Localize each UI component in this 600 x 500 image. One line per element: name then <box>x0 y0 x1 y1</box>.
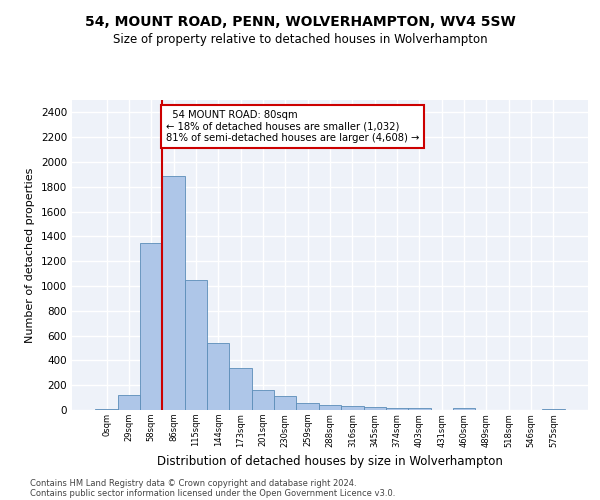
Bar <box>386 408 408 410</box>
Text: Contains public sector information licensed under the Open Government Licence v3: Contains public sector information licen… <box>30 488 395 498</box>
Bar <box>274 396 296 410</box>
Text: 54 MOUNT ROAD: 80sqm
← 18% of detached houses are smaller (1,032)
81% of semi-de: 54 MOUNT ROAD: 80sqm ← 18% of detached h… <box>166 110 419 143</box>
Bar <box>319 405 341 410</box>
Y-axis label: Number of detached properties: Number of detached properties <box>25 168 35 342</box>
Text: 54, MOUNT ROAD, PENN, WOLVERHAMPTON, WV4 5SW: 54, MOUNT ROAD, PENN, WOLVERHAMPTON, WV4… <box>85 15 515 29</box>
Bar <box>95 409 118 410</box>
Text: Contains HM Land Registry data © Crown copyright and database right 2024.: Contains HM Land Registry data © Crown c… <box>30 478 356 488</box>
Bar <box>364 407 386 410</box>
Bar <box>408 408 431 410</box>
X-axis label: Distribution of detached houses by size in Wolverhampton: Distribution of detached houses by size … <box>157 455 503 468</box>
Bar <box>207 343 229 410</box>
Bar <box>140 243 163 410</box>
Bar <box>542 409 565 410</box>
Bar <box>252 390 274 410</box>
Bar <box>341 406 364 410</box>
Bar <box>185 280 207 410</box>
Bar <box>118 394 140 410</box>
Bar <box>453 408 475 410</box>
Bar <box>296 402 319 410</box>
Text: Size of property relative to detached houses in Wolverhampton: Size of property relative to detached ho… <box>113 32 487 46</box>
Bar <box>163 176 185 410</box>
Bar <box>229 368 252 410</box>
